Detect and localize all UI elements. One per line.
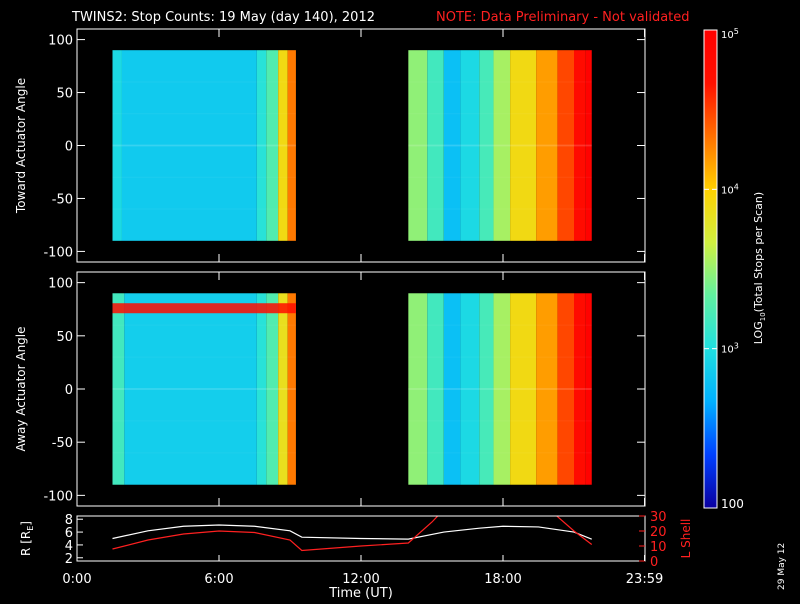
toward-panel: 100 50 0 -50 -100 Toward Actuator Angle bbox=[14, 28, 646, 263]
heatmap-cell bbox=[408, 50, 428, 241]
heatmap-cell bbox=[585, 50, 592, 241]
heatmap-cell bbox=[460, 293, 480, 485]
heatmap-cell bbox=[536, 50, 558, 241]
y-tick-label: -100 bbox=[43, 245, 73, 260]
heatmap-cell bbox=[493, 50, 511, 241]
date-stamp: 29 May 12 bbox=[777, 543, 787, 590]
x-tick-label: 6:00 bbox=[204, 572, 233, 587]
heatmap-cell bbox=[557, 50, 574, 241]
radius-line bbox=[112, 524, 592, 540]
heatmap-cell bbox=[287, 50, 296, 241]
heatmap-cell bbox=[493, 293, 511, 485]
heatmap-cell bbox=[510, 50, 537, 241]
colorbar-tick-label: 105 bbox=[721, 27, 739, 41]
colorbar-gradient bbox=[703, 29, 718, 509]
y-tick-label: 0 bbox=[65, 140, 73, 155]
y-tick-label: 0 bbox=[65, 383, 73, 398]
heatmap-cell bbox=[427, 50, 444, 241]
heatmap-cell bbox=[574, 50, 586, 241]
colorbar-label: LOG10(Total Stops per Scan) bbox=[752, 192, 767, 344]
heatmap-cell bbox=[460, 50, 480, 241]
heatmap-cell bbox=[536, 293, 558, 485]
y-axis-label-right: L Shell bbox=[679, 519, 693, 559]
y-tick-label: -50 bbox=[52, 436, 73, 451]
heatmap-cell bbox=[287, 293, 296, 485]
y-tick-label: 2 bbox=[65, 552, 73, 567]
chart-title: TWINS2: Stop Counts: 19 May (day 140), 2… bbox=[71, 10, 375, 25]
heatmap-cell bbox=[124, 293, 257, 485]
y-tick-label-right: 20 bbox=[650, 525, 667, 540]
l-shell-line bbox=[112, 516, 593, 552]
heatmap-cell bbox=[278, 50, 288, 241]
x-tick-label: 23:59 bbox=[626, 572, 663, 587]
y-tick-label-right: 10 bbox=[650, 540, 667, 555]
y-axis-label-left: R [RE] bbox=[19, 521, 35, 556]
y-tick-label-right: 0 bbox=[650, 555, 658, 570]
y-tick-label: 6 bbox=[65, 526, 73, 541]
heatmap-cell bbox=[479, 293, 494, 485]
x-tick-label: 18:00 bbox=[484, 572, 521, 587]
y-tick-label: 100 bbox=[48, 34, 73, 49]
y-axis-label: Away Actuator Angle bbox=[14, 326, 28, 451]
y-axis-label: Toward Actuator Angle bbox=[14, 78, 28, 214]
y-tick-label: 100 bbox=[48, 277, 73, 292]
x-axis-label: Time (UT) bbox=[328, 586, 393, 600]
y-tick-label-right: 30 bbox=[650, 510, 667, 525]
heatmap-cell bbox=[266, 50, 279, 241]
y-tick-label: 50 bbox=[56, 330, 73, 345]
colorbar-tick-label: 103 bbox=[721, 342, 739, 356]
heatmap-cell bbox=[112, 50, 122, 241]
colorbar-tick-label: 104 bbox=[721, 182, 739, 196]
preliminary-note: NOTE: Data Preliminary - Not validated bbox=[436, 10, 690, 25]
x-tick-label: 12:00 bbox=[342, 572, 379, 587]
heatmap-cell bbox=[266, 293, 279, 485]
heatmap-cell bbox=[574, 293, 586, 485]
heatmap-cell bbox=[121, 50, 257, 241]
heatmap-cell bbox=[443, 293, 461, 485]
high-count-band bbox=[112, 303, 296, 314]
away-panel: 100 50 0 -50 -100 Away Actuator Angle bbox=[14, 271, 646, 507]
colorbar: 105 104 103 100 LOG10(Total Stops per Scan) bbox=[703, 27, 767, 511]
heatmap-cell bbox=[479, 50, 494, 241]
heatmap-cell bbox=[557, 293, 574, 485]
heatmap-cell bbox=[256, 293, 267, 485]
x-tick-label: 0:00 bbox=[62, 572, 91, 587]
heatmap-cell bbox=[278, 293, 288, 485]
heatmap-cell bbox=[510, 293, 537, 485]
y-tick-label: -50 bbox=[52, 192, 73, 207]
y-tick-label: 8 bbox=[65, 513, 73, 528]
colorbar-tick-label: 100 bbox=[721, 497, 744, 511]
heatmap-cell bbox=[585, 293, 592, 485]
heatmap-cell bbox=[112, 293, 125, 485]
y-tick-label: -100 bbox=[43, 489, 73, 504]
heatmap-cell bbox=[427, 293, 444, 485]
y-tick-label: 50 bbox=[56, 87, 73, 102]
y-tick-label: 4 bbox=[65, 539, 73, 554]
heatmap-cell bbox=[443, 50, 461, 241]
heatmap-cell bbox=[408, 293, 428, 485]
heatmap-cell bbox=[256, 50, 267, 241]
